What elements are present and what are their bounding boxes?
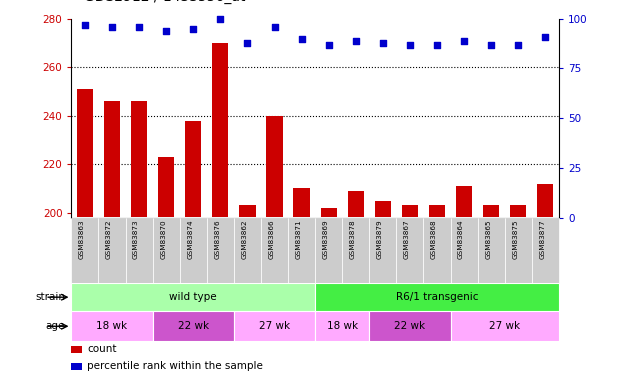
Bar	[239, 206, 256, 218]
Text: GSM83863: GSM83863	[79, 219, 85, 259]
Text: percentile rank within the sample: percentile rank within the sample	[87, 361, 263, 371]
Point	[134, 24, 144, 30]
Text: GSM83873: GSM83873	[133, 219, 139, 259]
Text: GSM83870: GSM83870	[160, 219, 166, 259]
Bar	[315, 217, 342, 283]
Text: 22 wk: 22 wk	[394, 321, 425, 331]
Bar	[234, 217, 261, 283]
Text: GSM83869: GSM83869	[323, 219, 329, 259]
Point	[405, 42, 415, 48]
Text: GSM83871: GSM83871	[296, 219, 302, 259]
Text: age: age	[46, 321, 65, 331]
Bar	[77, 89, 93, 218]
Text: GSM83879: GSM83879	[377, 219, 383, 259]
Bar	[451, 311, 559, 341]
Bar	[153, 311, 234, 341]
Point	[324, 42, 333, 48]
Bar	[396, 217, 424, 283]
Bar	[212, 43, 229, 218]
Bar	[537, 184, 553, 218]
Bar	[424, 217, 451, 283]
Text: 18 wk: 18 wk	[96, 321, 127, 331]
Bar	[456, 186, 472, 218]
Bar	[374, 201, 391, 217]
Point	[378, 40, 388, 46]
Bar	[185, 120, 201, 218]
Point	[432, 42, 442, 48]
Text: 18 wk: 18 wk	[327, 321, 358, 331]
Text: GSM83878: GSM83878	[350, 219, 356, 259]
Bar	[71, 217, 99, 283]
Bar	[99, 217, 125, 283]
Text: GSM83875: GSM83875	[512, 219, 519, 259]
Point	[242, 40, 252, 46]
Bar	[104, 101, 120, 217]
Bar	[510, 206, 527, 218]
Point	[270, 24, 279, 30]
Bar	[234, 311, 315, 341]
Text: GSM83872: GSM83872	[106, 219, 112, 259]
Text: 22 wk: 22 wk	[178, 321, 209, 331]
Bar	[179, 217, 207, 283]
Text: count: count	[87, 344, 117, 354]
Bar	[71, 363, 82, 370]
Bar	[402, 206, 418, 218]
Point	[107, 24, 117, 30]
Bar	[153, 217, 179, 283]
Point	[161, 28, 171, 34]
Bar	[315, 311, 369, 341]
Bar	[451, 217, 478, 283]
Text: GSM83866: GSM83866	[268, 219, 274, 259]
Text: GSM83865: GSM83865	[485, 219, 491, 259]
Text: GSM83867: GSM83867	[404, 219, 410, 259]
Bar	[505, 217, 532, 283]
Text: GDS2912 / 1433556_at: GDS2912 / 1433556_at	[84, 0, 245, 4]
Bar	[71, 283, 315, 311]
Bar	[125, 217, 153, 283]
Text: GSM83876: GSM83876	[214, 219, 220, 259]
Text: R6/1 transgenic: R6/1 transgenic	[396, 292, 478, 302]
Bar	[478, 217, 505, 283]
Point	[188, 26, 198, 32]
Bar	[429, 206, 445, 218]
Point	[215, 16, 225, 22]
Text: GSM83868: GSM83868	[431, 219, 437, 259]
Bar	[320, 208, 337, 218]
Text: GSM83877: GSM83877	[540, 219, 545, 259]
Text: wild type: wild type	[170, 292, 217, 302]
Text: strain: strain	[35, 292, 65, 302]
Bar	[207, 217, 234, 283]
Text: GSM83874: GSM83874	[188, 219, 193, 259]
Bar	[348, 191, 364, 217]
Point	[459, 38, 469, 44]
Bar	[131, 101, 147, 217]
Point	[351, 38, 361, 44]
Point	[540, 34, 550, 40]
Point	[80, 22, 90, 28]
Bar	[288, 217, 315, 283]
Text: 27 wk: 27 wk	[489, 321, 520, 331]
Bar	[71, 346, 82, 353]
Bar	[294, 188, 310, 218]
Text: GSM83862: GSM83862	[242, 219, 247, 259]
Bar	[261, 217, 288, 283]
Bar	[158, 157, 175, 218]
Point	[297, 36, 307, 42]
Bar	[532, 217, 559, 283]
Bar	[342, 217, 369, 283]
Bar	[483, 206, 499, 218]
Bar	[266, 116, 283, 218]
Text: GSM83864: GSM83864	[458, 219, 464, 259]
Bar	[71, 311, 153, 341]
Bar	[315, 283, 559, 311]
Point	[514, 42, 524, 48]
Point	[486, 42, 496, 48]
Bar	[369, 311, 451, 341]
Text: 27 wk: 27 wk	[259, 321, 290, 331]
Bar	[369, 217, 396, 283]
